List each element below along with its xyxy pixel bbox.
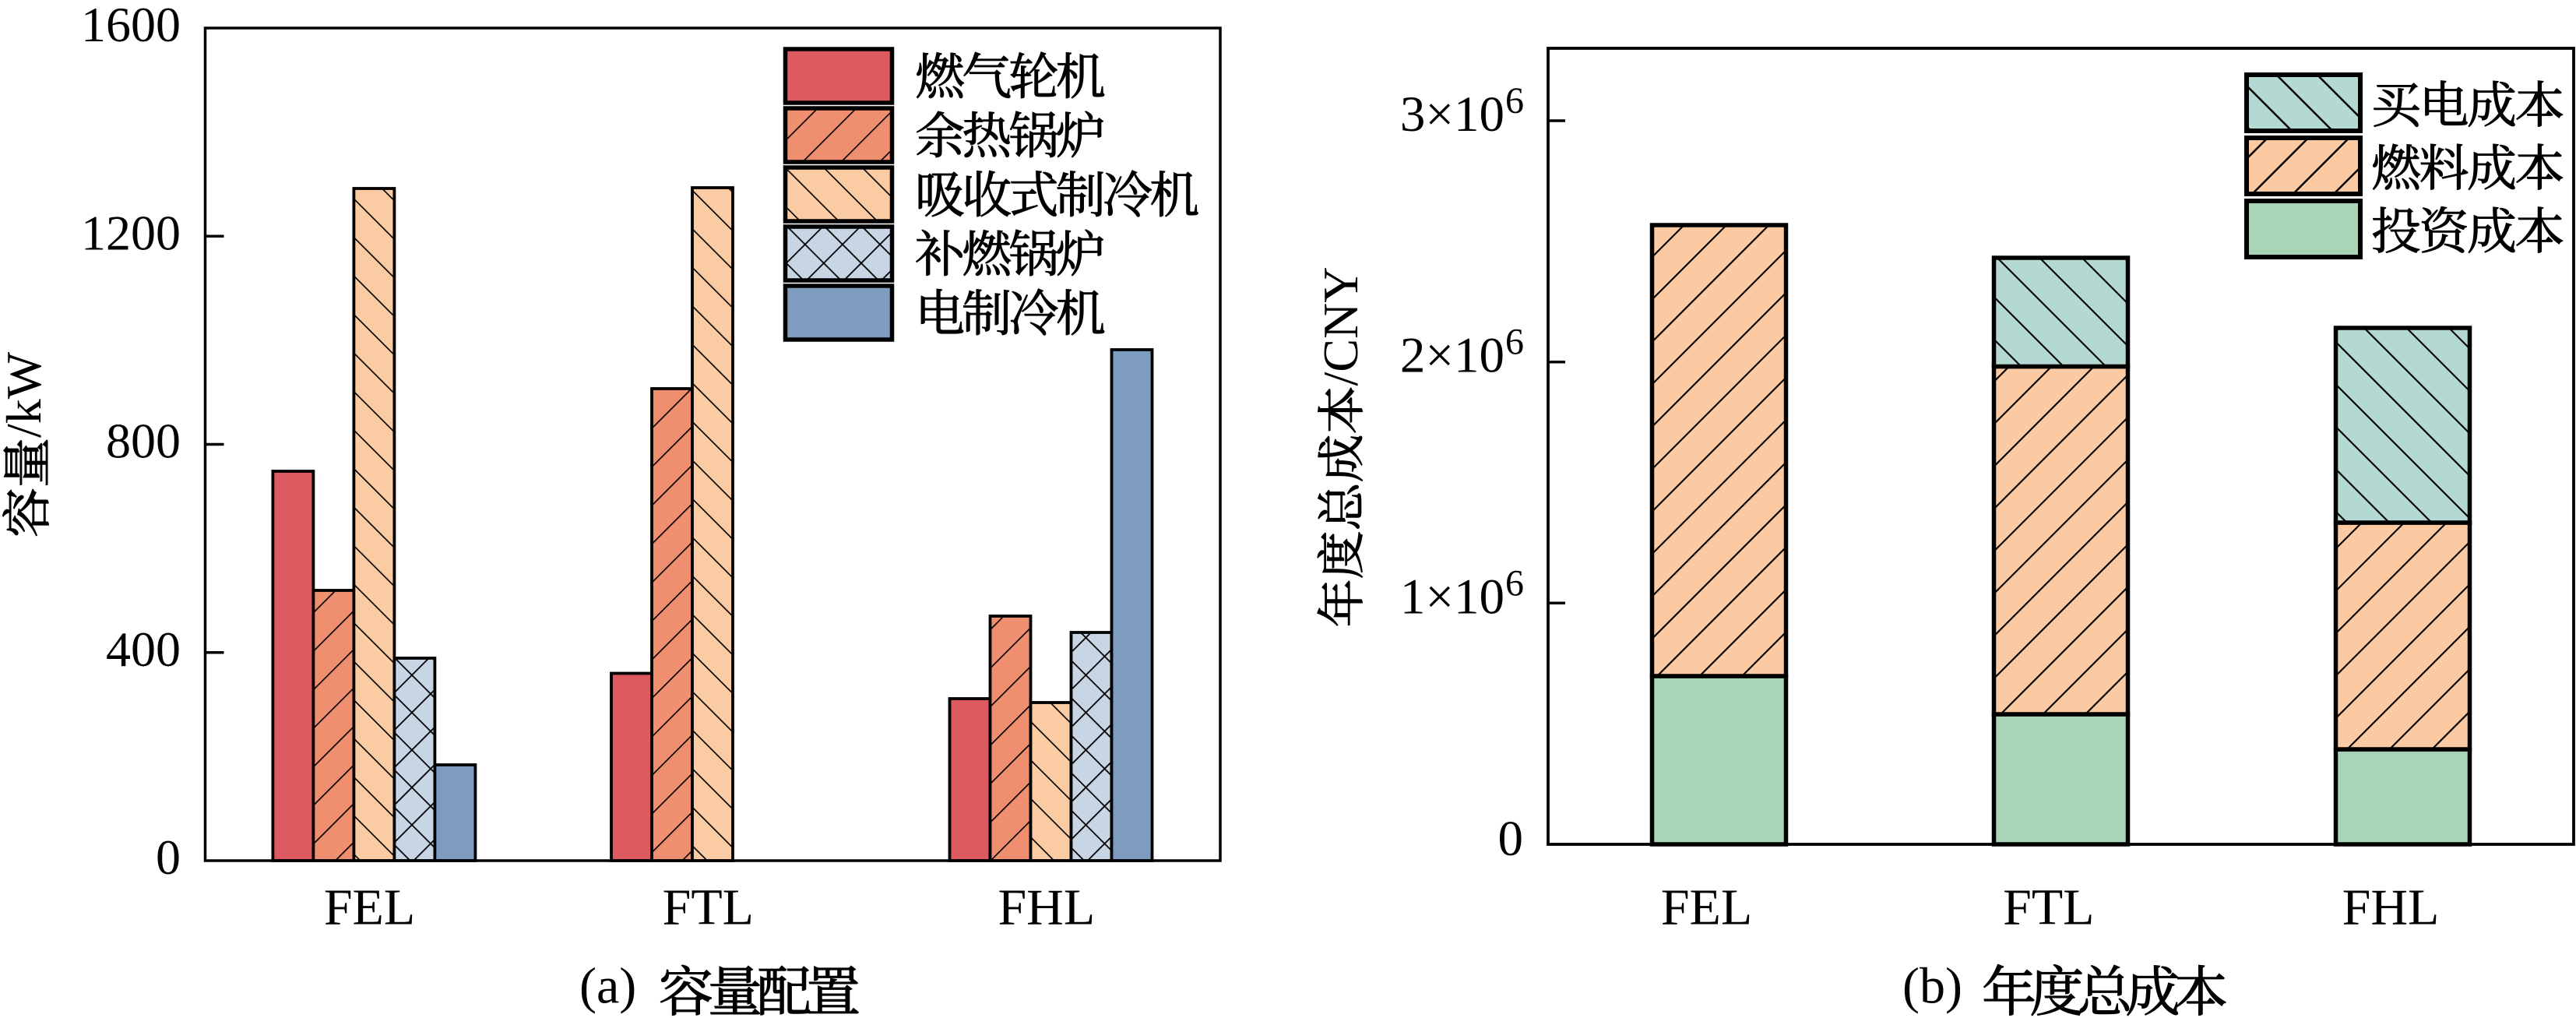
svg-text:FHL: FHL (2342, 879, 2440, 936)
svg-text:0: 0 (1498, 811, 1524, 867)
svg-text:1×10: 1×10 (1400, 569, 1504, 625)
svg-text:1200: 1200 (81, 205, 181, 260)
svg-text:2×10: 2×10 (1400, 328, 1504, 384)
svg-text:FEL: FEL (324, 879, 415, 936)
svg-text:800: 800 (106, 414, 181, 469)
svg-text:3×10: 3×10 (1400, 86, 1504, 143)
svg-text:6: 6 (1505, 80, 1524, 122)
svg-text:(b): (b) (1902, 958, 1962, 1015)
svg-text:0: 0 (156, 830, 181, 885)
svg-text:FHL: FHL (998, 879, 1095, 936)
svg-text:FTL: FTL (2003, 879, 2094, 936)
svg-text:1600: 1600 (81, 0, 181, 52)
svg-text:FTL: FTL (663, 879, 754, 936)
svg-text:/kW: /kW (0, 351, 51, 438)
svg-text:6: 6 (1505, 322, 1524, 363)
svg-text:FEL: FEL (1661, 879, 1752, 936)
svg-text:(a): (a) (579, 958, 636, 1015)
svg-text:400: 400 (106, 622, 181, 677)
svg-text:6: 6 (1505, 562, 1524, 604)
svg-text:/CNY: /CNY (1313, 267, 1368, 386)
